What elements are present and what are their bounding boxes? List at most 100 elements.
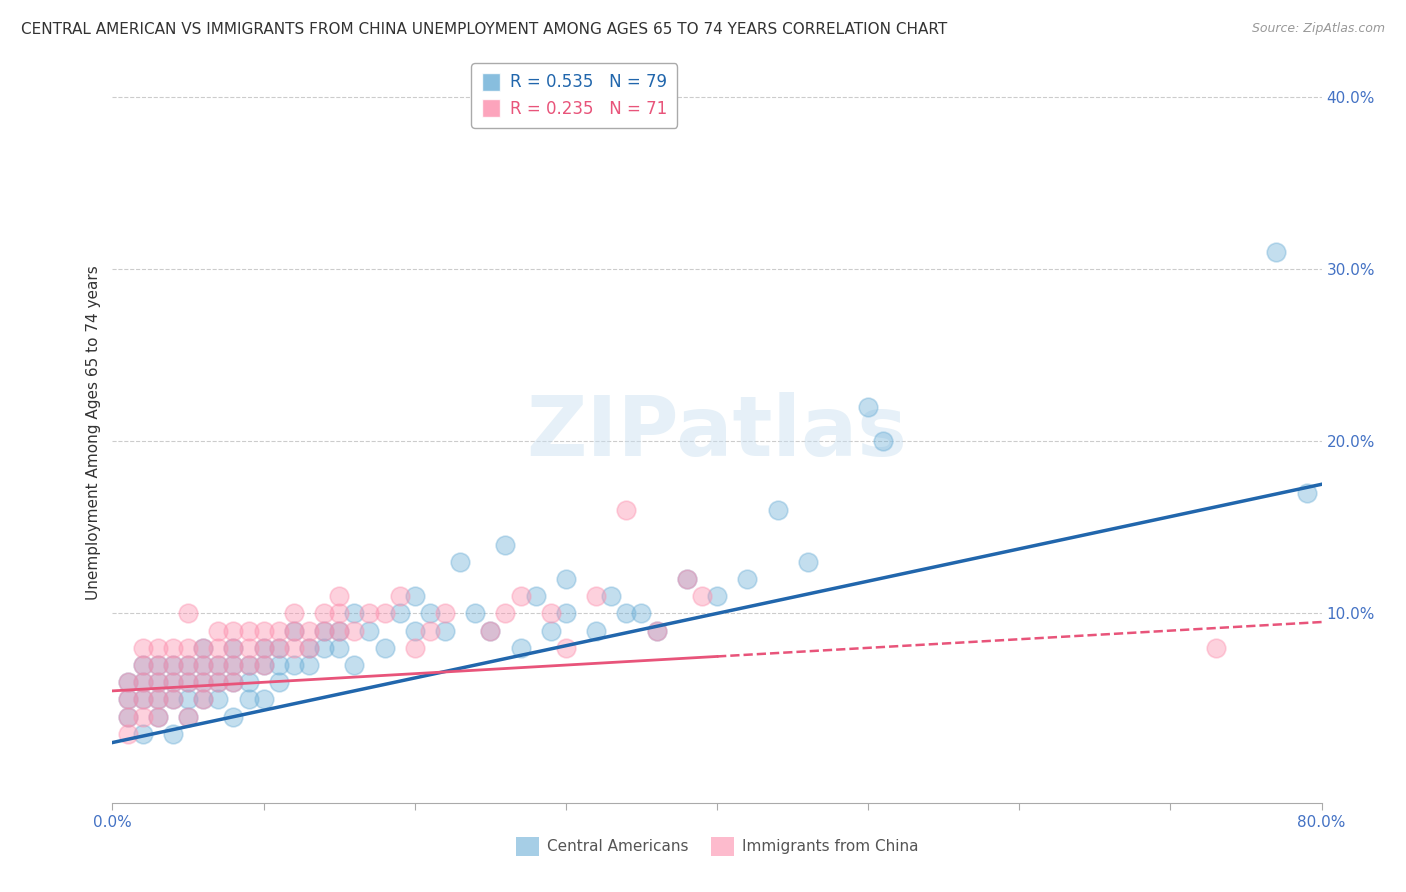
Point — [1295, 486, 1317, 500]
Point — [328, 607, 350, 621]
Point — [404, 589, 426, 603]
Point — [222, 624, 245, 638]
Point — [253, 640, 276, 655]
Point — [162, 640, 184, 655]
Point — [328, 589, 350, 603]
Point — [207, 658, 229, 673]
Point — [177, 640, 200, 655]
Point — [479, 624, 502, 638]
Point — [222, 675, 245, 690]
Point — [117, 675, 139, 690]
Point — [872, 434, 894, 449]
Point — [222, 640, 245, 655]
Point — [540, 624, 562, 638]
Point — [177, 709, 200, 723]
Point — [132, 675, 155, 690]
Point — [630, 607, 652, 621]
Point — [238, 624, 260, 638]
Point — [177, 658, 200, 673]
Point — [207, 624, 229, 638]
Point — [554, 572, 576, 586]
Point — [117, 709, 139, 723]
Point — [554, 607, 576, 621]
Legend: Central Americans, Immigrants from China: Central Americans, Immigrants from China — [510, 831, 924, 862]
Point — [177, 675, 200, 690]
Point — [253, 658, 276, 673]
Point — [616, 503, 638, 517]
Point — [146, 675, 169, 690]
Point — [191, 675, 214, 690]
Point — [495, 537, 517, 551]
Point — [600, 589, 623, 603]
Point — [298, 624, 321, 638]
Point — [388, 589, 411, 603]
Point — [146, 658, 169, 673]
Point — [554, 640, 576, 655]
Point — [146, 675, 169, 690]
Point — [132, 709, 155, 723]
Point — [207, 675, 229, 690]
Point — [267, 640, 290, 655]
Point — [359, 624, 381, 638]
Point — [162, 675, 184, 690]
Point — [177, 709, 200, 723]
Point — [191, 640, 214, 655]
Point — [253, 640, 276, 655]
Point — [298, 658, 321, 673]
Point — [419, 607, 441, 621]
Point — [253, 692, 276, 706]
Point — [207, 658, 229, 673]
Point — [162, 658, 184, 673]
Point — [117, 692, 139, 706]
Point — [796, 555, 818, 569]
Point — [283, 640, 305, 655]
Point — [388, 607, 411, 621]
Point — [132, 658, 155, 673]
Point — [449, 555, 471, 569]
Point — [132, 658, 155, 673]
Point — [207, 640, 229, 655]
Point — [222, 640, 245, 655]
Point — [267, 624, 290, 638]
Point — [766, 503, 789, 517]
Point — [222, 658, 245, 673]
Point — [359, 607, 381, 621]
Point — [146, 709, 169, 723]
Text: Source: ZipAtlas.com: Source: ZipAtlas.com — [1251, 22, 1385, 36]
Point — [479, 624, 502, 638]
Point — [314, 640, 336, 655]
Point — [222, 675, 245, 690]
Point — [645, 624, 668, 638]
Point — [177, 607, 200, 621]
Point — [132, 675, 155, 690]
Point — [328, 624, 350, 638]
Point — [283, 624, 305, 638]
Point — [433, 624, 456, 638]
Point — [314, 624, 336, 638]
Point — [191, 658, 214, 673]
Point — [207, 692, 229, 706]
Point — [146, 658, 169, 673]
Point — [238, 658, 260, 673]
Point — [283, 658, 305, 673]
Point — [404, 624, 426, 638]
Point — [177, 658, 200, 673]
Point — [117, 727, 139, 741]
Point — [283, 607, 305, 621]
Point — [132, 640, 155, 655]
Point — [495, 607, 517, 621]
Point — [253, 658, 276, 673]
Point — [146, 692, 169, 706]
Point — [191, 675, 214, 690]
Point — [314, 624, 336, 638]
Point — [162, 658, 184, 673]
Point — [222, 658, 245, 673]
Point — [146, 692, 169, 706]
Point — [132, 727, 155, 741]
Point — [146, 709, 169, 723]
Point — [132, 692, 155, 706]
Point — [162, 675, 184, 690]
Point — [298, 640, 321, 655]
Point — [509, 640, 531, 655]
Text: ZIPatlas: ZIPatlas — [527, 392, 907, 473]
